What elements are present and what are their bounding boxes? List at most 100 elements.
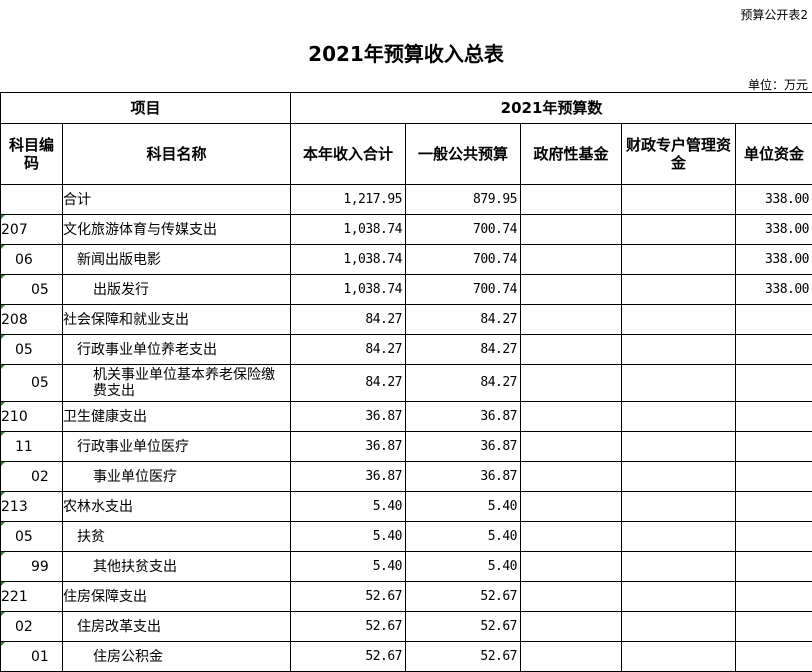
table-row: 05 行政事业单位养老支出 84.27 84.27	[0, 334, 812, 365]
row-name: 文化旅游体育与传媒支出	[61, 214, 292, 245]
table-row: 06 新闻出版电影 1,038.74 700.74 338.00	[0, 244, 812, 275]
row-fund	[520, 364, 623, 402]
row-code: 11	[0, 431, 63, 462]
row-special	[621, 551, 737, 582]
row-name: 住房公积金	[61, 641, 292, 672]
row-code: 02	[0, 461, 63, 492]
unit-label: 单位：万元	[747, 78, 808, 92]
row-general: 5.40	[405, 491, 522, 522]
row-code: 05	[0, 364, 63, 402]
row-unit-funds	[735, 431, 812, 462]
header-code: 科目编码	[0, 123, 63, 185]
row-total: 84.27	[290, 334, 407, 365]
row-special	[621, 334, 737, 365]
row-total: 5.40	[290, 491, 407, 522]
row-name: 事业单位医疗	[61, 461, 292, 492]
row-name: 行政事业单位养老支出	[61, 334, 292, 365]
row-total: 52.67	[290, 581, 407, 612]
table-row: 02 事业单位医疗 36.87 36.87	[0, 461, 812, 492]
row-total: 52.67	[290, 611, 407, 642]
table-row: 11 行政事业单位医疗 36.87 36.87	[0, 431, 812, 462]
row-total: 1,038.74	[290, 214, 407, 245]
header-general: 一般公共预算	[405, 123, 522, 185]
row-general: 52.67	[405, 641, 522, 672]
row-fund	[520, 401, 623, 432]
row-general: 84.27	[405, 334, 522, 365]
row-name: 合计	[61, 184, 292, 215]
row-fund	[520, 431, 623, 462]
row-name: 住房改革支出	[61, 611, 292, 642]
row-name: 其他扶贫支出	[61, 551, 292, 582]
row-fund	[520, 551, 623, 582]
page-title: 2021年预算收入总表	[308, 42, 504, 66]
row-special	[621, 431, 737, 462]
row-unit-funds	[735, 401, 812, 432]
row-code: 221	[0, 581, 63, 612]
header-project: 项目	[0, 92, 292, 124]
row-total: 5.40	[290, 551, 407, 582]
row-special	[621, 401, 737, 432]
row-general: 36.87	[405, 461, 522, 492]
table-row: 合计 1,217.95 879.95 338.00	[0, 184, 812, 215]
row-special	[621, 461, 737, 492]
row-general: 879.95	[405, 184, 522, 215]
row-fund	[520, 491, 623, 522]
row-name: 扶贫	[61, 521, 292, 552]
table-row: 207 文化旅游体育与传媒支出 1,038.74 700.74 338.00	[0, 214, 812, 245]
row-special	[621, 581, 737, 612]
row-special	[621, 611, 737, 642]
header-name: 科目名称	[61, 123, 292, 185]
row-unit-funds	[735, 611, 812, 642]
table-row: 01 住房公积金 52.67 52.67	[0, 641, 812, 672]
table-row: 210 卫生健康支出 36.87 36.87	[0, 401, 812, 432]
row-general: 52.67	[405, 581, 522, 612]
table-row: 02 住房改革支出 52.67 52.67	[0, 611, 812, 642]
row-code	[0, 184, 63, 215]
row-name: 出版发行	[61, 274, 292, 305]
row-total: 36.87	[290, 401, 407, 432]
row-fund	[520, 461, 623, 492]
row-code: 05	[0, 274, 63, 305]
row-total: 1,038.74	[290, 244, 407, 275]
row-fund	[520, 641, 623, 672]
header-total: 本年收入合计	[290, 123, 407, 185]
row-general: 5.40	[405, 521, 522, 552]
table-row: 213 农林水支出 5.40 5.40	[0, 491, 812, 522]
row-special	[621, 521, 737, 552]
row-total: 36.87	[290, 431, 407, 462]
row-code: 02	[0, 611, 63, 642]
row-fund	[520, 184, 623, 215]
row-code: 207	[0, 214, 63, 245]
row-code: 01	[0, 641, 63, 672]
header-fund: 政府性基金	[520, 123, 623, 185]
row-special	[621, 364, 737, 402]
row-unit-funds	[735, 334, 812, 365]
row-total: 36.87	[290, 461, 407, 492]
row-unit-funds: 338.00	[735, 184, 812, 215]
row-general: 700.74	[405, 214, 522, 245]
row-name: 机关事业单位基本养老保险缴费支出	[61, 364, 292, 402]
row-unit-funds	[735, 641, 812, 672]
row-general: 84.27	[405, 304, 522, 335]
row-general: 36.87	[405, 431, 522, 462]
row-general: 700.74	[405, 244, 522, 275]
table-row: 05 扶贫 5.40 5.40	[0, 521, 812, 552]
header-budget: 2021年预算数	[290, 92, 812, 124]
row-fund	[520, 581, 623, 612]
row-special	[621, 274, 737, 305]
row-total: 5.40	[290, 521, 407, 552]
row-code: 208	[0, 304, 63, 335]
row-special	[621, 184, 737, 215]
row-unit-funds	[735, 461, 812, 492]
row-general: 84.27	[405, 364, 522, 402]
row-name: 卫生健康支出	[61, 401, 292, 432]
row-special	[621, 214, 737, 245]
row-code: 05	[0, 521, 63, 552]
row-total: 84.27	[290, 304, 407, 335]
table-row: 99 其他扶贫支出 5.40 5.40	[0, 551, 812, 582]
row-total: 52.67	[290, 641, 407, 672]
row-fund	[520, 521, 623, 552]
row-special	[621, 641, 737, 672]
row-general: 52.67	[405, 611, 522, 642]
row-total: 1,038.74	[290, 274, 407, 305]
